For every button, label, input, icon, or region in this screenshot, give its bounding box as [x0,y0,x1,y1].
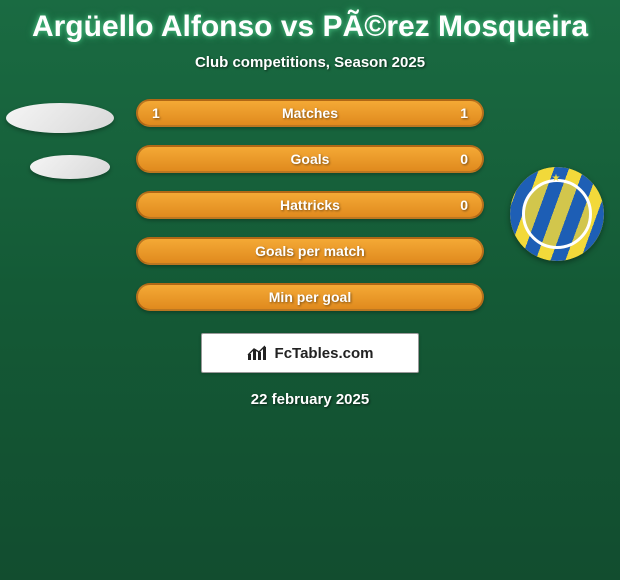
crest-icon: ★ ★ ★ [510,167,604,261]
bar-chart-icon [247,344,269,362]
ellipse-shape [30,155,110,179]
crest-ring [522,179,592,249]
stat-row-hattricks: Hattricks 0 [136,191,484,219]
team-left-logo [0,99,120,199]
stat-label: Matches [138,105,482,121]
stat-label: Min per goal [138,289,482,305]
subtitle: Club competitions, Season 2025 [195,54,425,71]
stat-row-goals: Goals 0 [136,145,484,173]
stat-value-right: 0 [450,151,468,167]
stats-area: ★ ★ ★ 1 Matches 1 Goals 0 Hattricks 0 [0,99,620,408]
team-right-logo: ★ ★ ★ [510,167,620,277]
stat-value-right: 1 [450,105,468,121]
brand-card: FcTables.com [201,333,419,373]
stat-row-min-per-goal: Min per goal [136,283,484,311]
stat-value-right: 0 [450,197,468,213]
stat-rows: 1 Matches 1 Goals 0 Hattricks 0 Goals pe… [136,99,484,311]
page-title: Argüello Alfonso vs PÃ©rez Mosqueira [32,10,588,44]
ellipse-shape [6,103,114,133]
stat-row-matches: 1 Matches 1 [136,99,484,127]
brand-text: FcTables.com [275,345,374,362]
date-text: 22 february 2025 [0,391,620,408]
stat-label: Goals per match [138,243,482,259]
stat-label: Goals [138,151,482,167]
crest-stars: ★ ★ ★ [510,173,604,184]
stat-label: Hattricks [138,197,482,213]
stat-row-goals-per-match: Goals per match [136,237,484,265]
stat-value-left: 1 [152,105,170,121]
